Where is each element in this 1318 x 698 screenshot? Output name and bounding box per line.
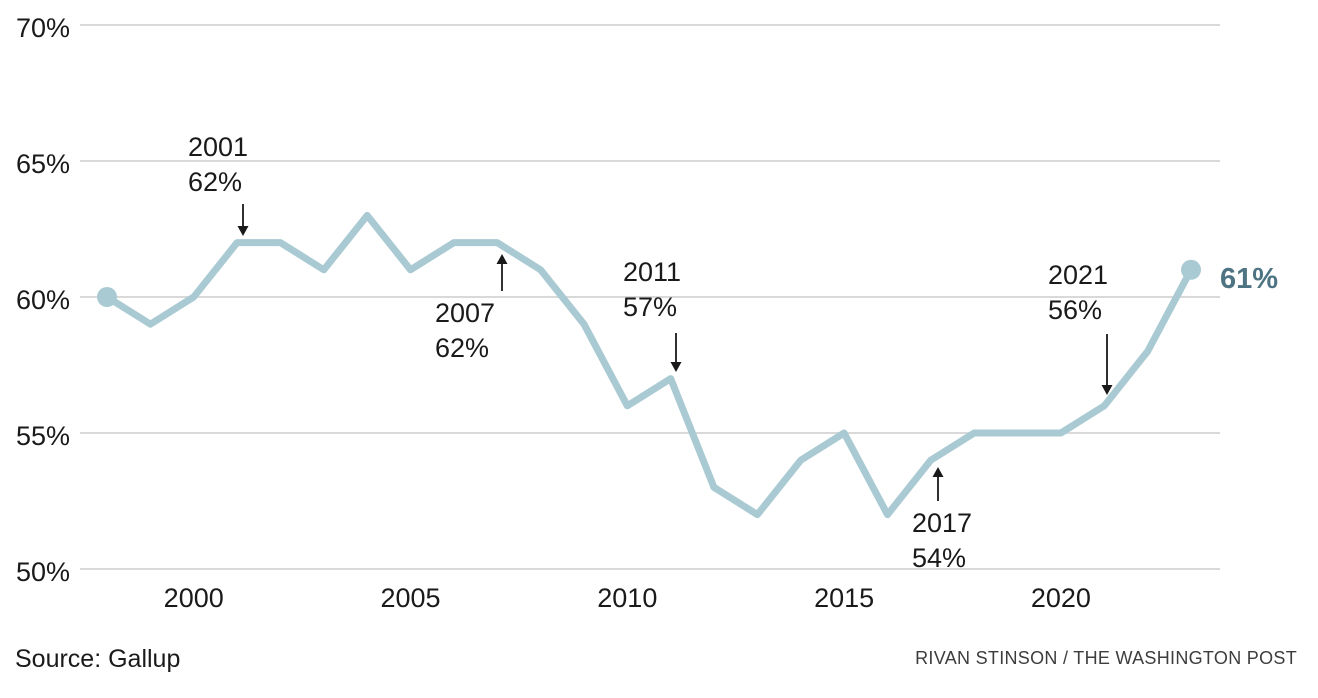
annotation-arrow-head	[237, 226, 249, 236]
y-tick-label: 70%	[16, 13, 71, 43]
annotation-line: 57%	[623, 292, 678, 322]
annotation-label: 2007 62%	[435, 296, 495, 366]
end-value-label: 61%	[1220, 263, 1279, 295]
y-tick-label: 50%	[16, 557, 71, 587]
annotation-line: 62%	[188, 167, 243, 197]
x-tick-label: 2005	[380, 583, 441, 613]
x-tick-label: 2015	[814, 583, 875, 613]
annotation-label: 2001 62%	[188, 130, 248, 200]
credit-label: RIVAN STINSON / THE WASHINGTON POST	[915, 648, 1297, 668]
x-tick-label: 2020	[1030, 583, 1091, 613]
y-tick-label: 55%	[16, 421, 71, 451]
data-point-end	[1181, 259, 1201, 280]
data-point-start	[97, 287, 117, 307]
x-tick-label: 2000	[163, 583, 224, 613]
source-label: Source: Gallup	[15, 645, 181, 673]
annotation-line: 56%	[1048, 295, 1103, 325]
data-line	[103, 211, 1195, 519]
y-tick-label: 60%	[16, 285, 71, 315]
annotation-label: 2011 57%	[623, 255, 681, 325]
annotation-line: 54%	[912, 543, 967, 573]
annotation-arrow-head	[1101, 385, 1113, 395]
annotation-line: 2007	[435, 298, 496, 328]
annotation-line: 2017	[912, 508, 973, 538]
y-tick-label: 65%	[16, 149, 71, 179]
annotation-arrow-head	[932, 467, 944, 477]
annotation-line: 2001	[188, 132, 249, 162]
annotation-label: 2017 54%	[912, 506, 972, 576]
annotation-arrow-head	[670, 362, 682, 372]
annotation-line: 62%	[435, 333, 490, 363]
annotation-arrow-head	[496, 254, 508, 264]
annotation-line: 2011	[623, 257, 682, 287]
annotation-label: 2021 56%	[1048, 258, 1108, 328]
x-tick-label: 2010	[597, 583, 658, 613]
annotation-line: 2021	[1048, 260, 1109, 290]
